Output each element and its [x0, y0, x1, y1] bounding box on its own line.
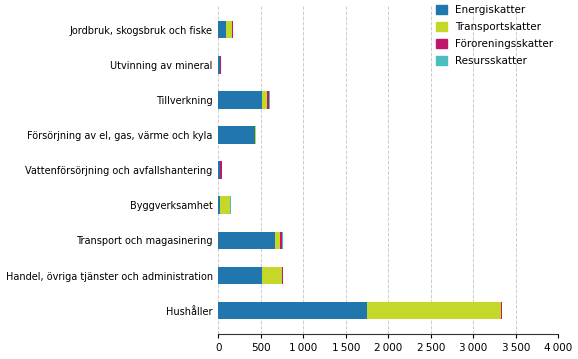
Bar	[218, 21, 227, 38]
Bar	[262, 267, 282, 284]
Bar	[218, 56, 220, 74]
Bar	[262, 91, 267, 109]
Bar	[367, 302, 501, 320]
Bar	[218, 302, 367, 320]
Bar	[218, 126, 255, 144]
Bar	[227, 21, 232, 38]
Bar	[218, 161, 220, 179]
Bar	[267, 91, 269, 109]
Bar	[218, 196, 220, 214]
Bar	[218, 91, 262, 109]
Bar	[220, 161, 221, 179]
Bar	[282, 267, 283, 284]
Bar	[218, 232, 275, 249]
Bar	[220, 196, 229, 214]
Legend: Energiskatter, Transportskatter, Föroreningsskatter, Resursskatter: Energiskatter, Transportskatter, Föroren…	[436, 5, 553, 66]
Bar	[275, 232, 280, 249]
Bar	[218, 267, 262, 284]
Bar	[280, 232, 283, 249]
